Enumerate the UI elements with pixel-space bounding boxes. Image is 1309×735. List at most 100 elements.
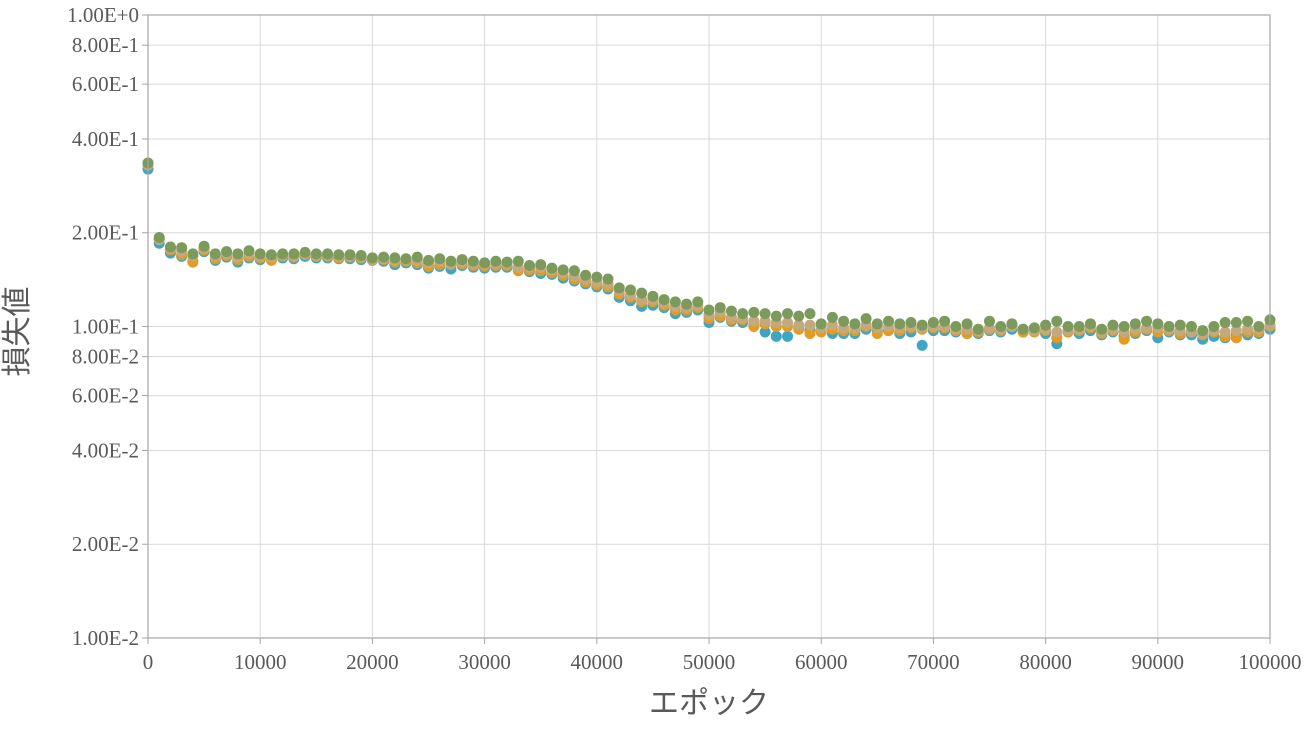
x-axis-title: エポック [649, 686, 769, 721]
plot-area-frame [147, 14, 1271, 639]
x-tick-label: 60000 [795, 650, 848, 674]
data-point [950, 321, 962, 332]
x-tick-label: 30000 [458, 650, 511, 674]
data-point [1017, 323, 1029, 335]
data-point [1230, 325, 1242, 337]
y-tick-label: 8.00E-1 [72, 33, 139, 57]
data-point [703, 304, 715, 316]
x-tick-label: 80000 [1019, 650, 1072, 674]
data-point [860, 313, 872, 325]
y-tick-label: 1.00E-2 [72, 626, 139, 650]
data-point [1051, 326, 1063, 338]
y-tick-labels: 1.00E+0 8.00E-1 6.00E-1 4.00E-1 2.00E-1 1.00E… [67, 3, 139, 650]
data-point [782, 330, 794, 342]
data-point [1197, 325, 1209, 337]
data-point [725, 305, 737, 317]
data-point [456, 254, 468, 266]
data-point [1219, 326, 1231, 338]
data-point [265, 249, 277, 261]
data-point [1219, 317, 1231, 329]
data-point [243, 245, 255, 257]
data-point [1230, 317, 1242, 329]
data-point [1028, 322, 1040, 334]
data-point [1118, 321, 1130, 332]
data-point [1141, 315, 1153, 327]
data-point [927, 317, 939, 329]
data-point [636, 287, 648, 299]
data-point [961, 318, 973, 330]
data-point [995, 321, 1007, 332]
data-point [804, 308, 816, 320]
data-point [905, 317, 917, 329]
data-point [681, 298, 693, 310]
data-point [322, 248, 334, 260]
data-point [1185, 321, 1197, 332]
data-point [467, 255, 479, 267]
data-point [1152, 318, 1164, 330]
y-axis-title: 損失値 [0, 287, 35, 377]
data-point [580, 269, 592, 281]
y-tick-label: 4.00E-1 [72, 127, 139, 151]
data-point [692, 296, 704, 308]
data-point [759, 326, 771, 338]
data-point [523, 259, 535, 271]
x-tick-label: 50000 [683, 650, 736, 674]
data-point [613, 282, 625, 294]
y-tick-label: 1.00E-1 [72, 315, 139, 339]
data-point [490, 255, 502, 267]
data-point [939, 315, 951, 327]
data-point [658, 294, 670, 306]
data-point [434, 253, 446, 265]
data-point [1208, 321, 1220, 332]
data-point [221, 246, 233, 258]
data-point [411, 251, 423, 263]
data-point [277, 248, 289, 260]
data-point [793, 319, 805, 331]
data-point [512, 255, 524, 267]
data-point [770, 310, 782, 322]
data-point [299, 246, 311, 258]
data-point [838, 315, 850, 327]
data-point [164, 241, 176, 253]
data-point [602, 273, 614, 285]
data-point [871, 318, 883, 330]
data-point [669, 296, 681, 308]
data-point [176, 242, 188, 254]
data-point [748, 315, 760, 327]
data-point [804, 319, 816, 331]
data-point [1073, 321, 1085, 332]
data-point [759, 315, 771, 327]
y-tick-label: 8.00E-2 [72, 345, 139, 369]
data-point [333, 249, 345, 261]
data-point [793, 310, 805, 322]
data-point [187, 248, 199, 260]
data-point [916, 339, 928, 351]
x-tick-label: 10000 [234, 650, 287, 674]
data-point [1040, 319, 1052, 331]
data-point [1006, 318, 1018, 330]
data-point [355, 250, 367, 262]
data-point [366, 252, 378, 264]
data-point [344, 249, 356, 261]
data-point [1242, 315, 1254, 327]
data-point [232, 248, 244, 260]
y-tick-label: 2.00E-1 [72, 221, 139, 245]
data-point [557, 264, 569, 276]
data-point [916, 319, 928, 331]
data-point [445, 255, 457, 267]
data-point [400, 253, 412, 265]
data-point [310, 248, 322, 260]
data-point [984, 315, 995, 327]
x-tick-label: 100000 [1239, 650, 1302, 674]
y-tick-label: 6.00E-1 [72, 72, 139, 96]
data-point [714, 302, 726, 314]
data-point [1096, 323, 1108, 335]
data-point [568, 265, 580, 277]
data-point [770, 330, 782, 342]
data-point [1129, 318, 1141, 330]
data-point [737, 308, 749, 320]
data-point [1174, 319, 1186, 331]
data-point [815, 318, 827, 330]
data-point [849, 318, 861, 330]
